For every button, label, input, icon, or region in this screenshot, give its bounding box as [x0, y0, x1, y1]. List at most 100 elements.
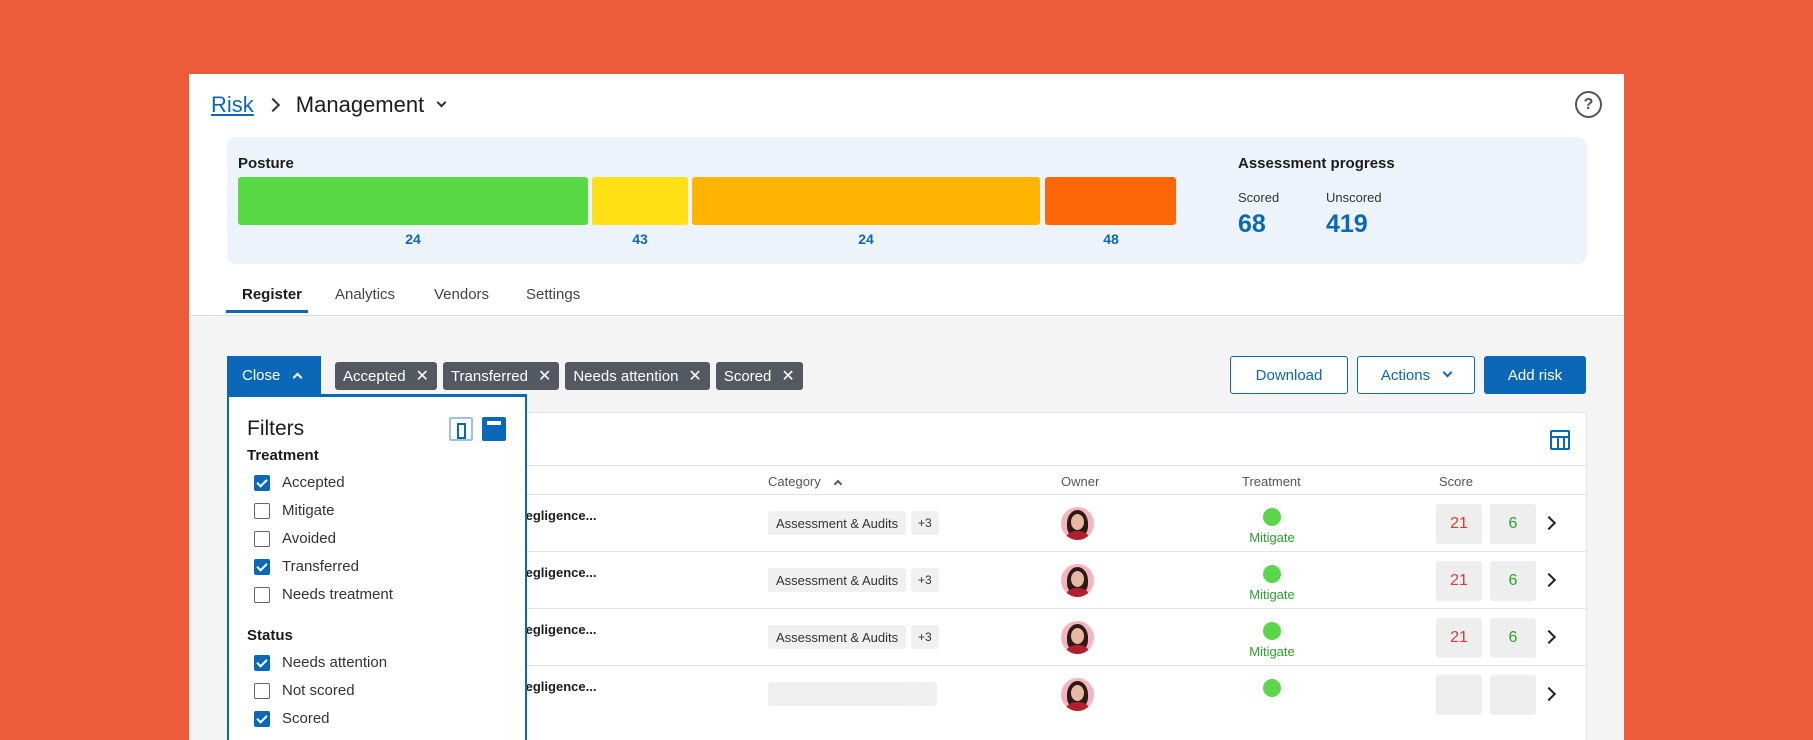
treatment-label: Mitigate [1249, 530, 1295, 545]
breadcrumb: Risk Management [211, 92, 447, 118]
category-more-tag[interactable]: +3 [911, 625, 939, 649]
filter-checkbox-mitigate[interactable]: Mitigate [254, 502, 335, 519]
category-more-tag[interactable]: +3 [911, 511, 939, 535]
column-header-category-label: Category [768, 474, 821, 489]
filter-checkbox-needs-attention[interactable]: Needs attention [254, 654, 387, 671]
scored-label: Scored [1238, 190, 1280, 205]
treatment-label: Mitigate [1249, 587, 1295, 602]
filter-checkbox-needs-treatment[interactable]: Needs treatment [254, 586, 393, 603]
download-button[interactable]: Download [1230, 356, 1348, 394]
posture-segment-value: 24 [858, 231, 874, 247]
column-header-owner[interactable]: Owner [1061, 474, 1100, 489]
avatar [1061, 507, 1094, 540]
top-panel-view-icon[interactable] [482, 417, 506, 441]
side-panel-view-icon[interactable] [449, 417, 473, 441]
category-more-tag[interactable] [911, 682, 937, 706]
download-label: Download [1255, 366, 1323, 384]
posture-segment-amber[interactable] [692, 177, 1040, 225]
chevron-up-icon [292, 372, 303, 382]
filter-option-label: Scored [282, 710, 330, 727]
filter-checkbox-not-scored[interactable]: Not scored [254, 682, 355, 699]
add-risk-label: Add risk [1507, 366, 1563, 384]
unscored-label: Unscored [1326, 190, 1382, 205]
unscored-value: 419 [1326, 210, 1368, 238]
inherent-score: 21 [1436, 618, 1482, 658]
posture-segment-value: 43 [632, 231, 648, 247]
unscored-stat: Unscored 419 [1326, 190, 1382, 239]
tab-bar: Register Analytics Vendors Settings [189, 272, 1624, 316]
category-tag: Assessment & Audits [768, 625, 907, 649]
add-risk-button[interactable]: Add risk [1484, 356, 1586, 394]
filter-chip: Scored ✕ [715, 362, 803, 390]
chevron-right-icon[interactable] [1541, 572, 1557, 588]
filter-chip: Transferred ✕ [442, 362, 560, 390]
checkbox-checked-icon [254, 558, 270, 575]
chevron-right-icon[interactable] [1541, 686, 1557, 702]
filter-checkbox-avoided[interactable]: Avoided [254, 530, 336, 547]
chevron-right-icon[interactable] [1541, 515, 1557, 531]
posture-title: Posture [238, 155, 294, 172]
filter-option-label: Mitigate [282, 502, 335, 519]
actions-label: Actions [1380, 366, 1431, 384]
category-tag: Assessment & Audits [768, 568, 907, 592]
help-icon[interactable]: ? [1575, 91, 1602, 118]
posture-segment-green[interactable] [238, 177, 588, 225]
filter-chip-label: Transferred [450, 367, 528, 385]
category-tag [768, 682, 913, 706]
avatar [1061, 678, 1094, 711]
close-icon[interactable]: ✕ [688, 368, 702, 385]
filter-option-label: Transferred [282, 558, 359, 575]
filter-chip-label: Scored [723, 367, 772, 385]
tab-analytics[interactable]: Analytics [335, 286, 396, 303]
treatment-label: Mitigate [1249, 644, 1295, 659]
filter-chip: Needs attention ✕ [565, 362, 710, 390]
active-tab-indicator [226, 310, 308, 313]
posture-segment-orange[interactable] [1045, 177, 1176, 225]
inherent-score: 21 [1436, 561, 1482, 601]
treatment-status-icon [1263, 679, 1281, 697]
breadcrumb-risk-link[interactable]: Risk [211, 92, 254, 117]
close-filters-button[interactable]: Close [227, 356, 321, 394]
assessment-progress-title: Assessment progress [1238, 155, 1395, 172]
checkbox-unchecked-icon [254, 530, 270, 547]
filter-option-label: Avoided [282, 530, 336, 547]
active-filter-chips: Accepted ✕ Transferred ✕ Needs attention… [335, 362, 803, 390]
inherent-score: 21 [1436, 504, 1482, 544]
filters-panel: Filters Treatment Accepted Mitigate Avoi… [227, 394, 527, 740]
close-icon[interactable]: ✕ [415, 368, 429, 385]
actions-button[interactable]: Actions [1357, 356, 1475, 394]
chevron-right-icon [265, 97, 280, 113]
table-row[interactable]: oyee Negligence... Assessment & Audits +… [228, 609, 1586, 666]
filter-checkbox-accepted[interactable]: Accepted [254, 474, 345, 491]
column-header-treatment[interactable]: Treatment [1242, 474, 1301, 489]
close-icon[interactable]: ✕ [537, 368, 552, 385]
filter-option-label: Needs treatment [282, 586, 393, 603]
filter-checkbox-transferred[interactable]: Transferred [254, 558, 359, 575]
posture-segment-yellow[interactable] [592, 177, 688, 225]
treatment-status-icon [1263, 565, 1281, 583]
register-content: Close Accepted ✕ Transferred ✕ Needs att… [189, 316, 1624, 740]
tab-settings[interactable]: Settings [526, 286, 581, 303]
category-tag: Assessment & Audits [768, 511, 907, 535]
table-row[interactable]: oyee Negligence... Assessment & Audits +… [228, 495, 1586, 552]
tab-register[interactable]: Register [242, 286, 303, 303]
filters-title: Filters [247, 417, 305, 440]
column-header-category[interactable]: Category [768, 474, 842, 489]
close-icon[interactable]: ✕ [781, 368, 795, 385]
treatment-section-title: Treatment [247, 447, 319, 464]
posture-panel: Posture 24 43 24 48 Assessment progress … [227, 137, 1586, 264]
filter-checkbox-scored[interactable]: Scored [254, 710, 330, 727]
tab-vendors[interactable]: Vendors [434, 286, 490, 303]
chevron-right-icon[interactable] [1541, 629, 1557, 645]
status-section-title: Status [247, 627, 293, 644]
table-row[interactable]: oyee Negligence... Assessment & Audits +… [228, 552, 1586, 609]
inherent-score [1436, 675, 1482, 715]
chevron-down-icon [1442, 367, 1453, 378]
management-dropdown[interactable]: Management [296, 92, 447, 118]
column-header-score[interactable]: Score [1439, 474, 1473, 489]
avatar [1061, 564, 1094, 597]
residual-score: 6 [1490, 561, 1536, 601]
category-more-tag[interactable]: +3 [911, 568, 939, 592]
close-filters-label: Close [242, 366, 281, 384]
table-columns-icon[interactable] [1550, 430, 1570, 450]
